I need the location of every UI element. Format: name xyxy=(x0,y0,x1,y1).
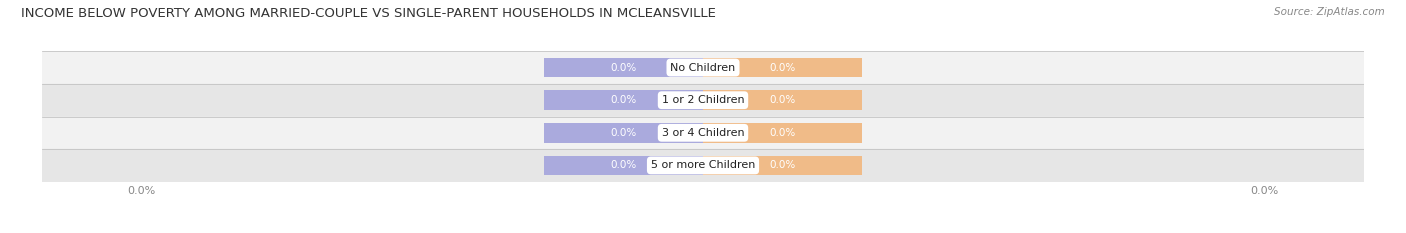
Bar xyxy=(544,58,703,77)
Text: 0.0%: 0.0% xyxy=(610,161,637,170)
Text: No Children: No Children xyxy=(671,63,735,72)
Text: 0.0%: 0.0% xyxy=(769,128,796,138)
Bar xyxy=(703,156,862,175)
Text: 0.0%: 0.0% xyxy=(610,63,637,72)
Text: 1 or 2 Children: 1 or 2 Children xyxy=(662,95,744,105)
Text: 3 or 4 Children: 3 or 4 Children xyxy=(662,128,744,138)
Text: INCOME BELOW POVERTY AMONG MARRIED-COUPLE VS SINGLE-PARENT HOUSEHOLDS IN MCLEANS: INCOME BELOW POVERTY AMONG MARRIED-COUPL… xyxy=(21,7,716,20)
Text: 0.0%: 0.0% xyxy=(769,95,796,105)
Bar xyxy=(703,123,862,143)
Bar xyxy=(42,84,1364,116)
Bar xyxy=(42,149,1364,182)
Bar xyxy=(703,90,862,110)
Bar xyxy=(544,123,703,143)
Text: 0.0%: 0.0% xyxy=(769,161,796,170)
Bar xyxy=(544,90,703,110)
Bar xyxy=(544,156,703,175)
Bar xyxy=(703,58,862,77)
Text: 0.0%: 0.0% xyxy=(610,95,637,105)
Text: 0.0%: 0.0% xyxy=(769,63,796,72)
Text: 5 or more Children: 5 or more Children xyxy=(651,161,755,170)
Text: 0.0%: 0.0% xyxy=(610,128,637,138)
Bar xyxy=(42,116,1364,149)
Text: Source: ZipAtlas.com: Source: ZipAtlas.com xyxy=(1274,7,1385,17)
Bar xyxy=(42,51,1364,84)
